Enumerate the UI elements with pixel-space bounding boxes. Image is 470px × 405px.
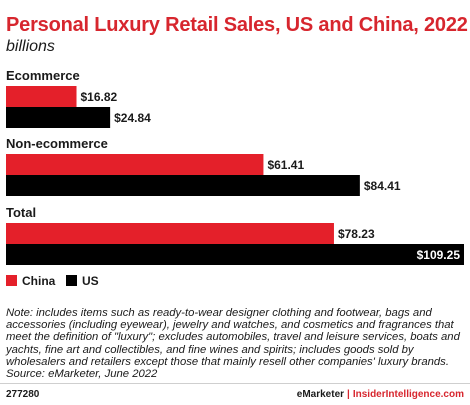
bar-china-ecommerce [6,86,77,107]
brand-insider-intelligence[interactable]: InsiderIntelligence.com [352,389,464,400]
bar-china-non-ecommerce [6,154,264,175]
value-label-us-total: $109.25 [417,248,461,262]
legend-swatch-china [6,275,17,286]
value-label-china-ecommerce: $16.82 [81,90,118,104]
legend-label-us: US [82,274,99,288]
footer-divider [0,383,470,384]
footer-brand: eMarketer | InsiderIntelligence.com [297,389,464,400]
bar-chart: Ecommerce$16.82 $24.84 Non-ecommerce $61.41… [6,68,464,288]
bar-us-non-ecommerce [6,175,360,196]
note-text: Note: includes items such as ready-to-we… [6,307,460,368]
value-label-us-non-ecommerce: $84.41 [364,179,401,193]
bar-us-total [6,244,464,265]
chart-id: 277280 [6,389,40,400]
brand-separator: | [347,389,350,400]
value-label-china-total: $78.23 [338,227,375,241]
legend-label-china: China [22,274,56,288]
category-label-ecommerce: Ecommerce [6,68,80,83]
legend-swatch-us [66,275,77,286]
bar-us-ecommerce [6,107,111,128]
category-label-non-ecommerce: Non-ecommerce [6,136,108,151]
chart-title: Personal Luxury Retail Sales, US and Chi… [6,14,468,36]
chart-note: Note: includes items such as ready-to-we… [6,307,464,380]
source-text: Source: eMarketer, June 2022 [6,368,158,381]
bar-china-total [6,223,334,244]
brand-emarketer: eMarketer [296,389,345,400]
category-label-total: Total [6,205,36,220]
value-label-us-ecommerce: $24.84 [114,111,151,125]
value-label-china-non-ecommerce: $61.41 [267,158,304,172]
chart-subtitle: billions [6,38,55,55]
